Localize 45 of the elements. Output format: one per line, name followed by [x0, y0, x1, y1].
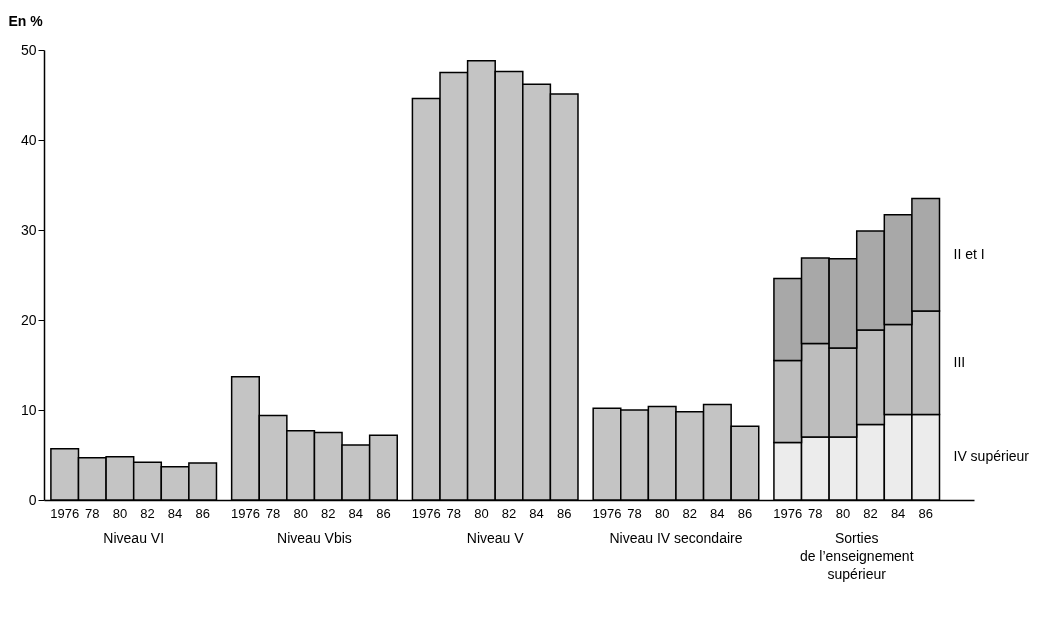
y-tick-label: 50 — [20, 41, 37, 58]
x-tick-label: 78 — [808, 506, 823, 521]
x-tick-label: 80 — [654, 506, 670, 521]
series-label: III — [953, 353, 966, 370]
x-tick-label: 82 — [140, 506, 155, 521]
x-tick-label: 84 — [167, 506, 183, 521]
x-tick-label: 78 — [85, 506, 100, 521]
text: Niveau Vbis — [277, 530, 352, 546]
x-tick-label: 86 — [376, 506, 391, 521]
x-tick-label: 1976 — [773, 506, 803, 521]
x-tick-label: 82 — [863, 506, 878, 521]
x-tick-label: 84 — [348, 506, 364, 521]
x-tick-label: 84 — [710, 506, 725, 521]
x-tick-label: 1976 — [50, 506, 80, 521]
x-tick-label: 80 — [835, 506, 851, 521]
y-tick-label: 30 — [20, 221, 37, 238]
y-tick-label: 40 — [20, 131, 37, 148]
x-tick-label: 84 — [529, 506, 544, 521]
text: Niveau VI — [103, 530, 165, 546]
x-tick-label: 80 — [112, 506, 128, 521]
x-tick-label: 82 — [501, 506, 517, 521]
x-tick-label: 86 — [918, 506, 933, 521]
series-label: IV supérieur — [953, 448, 1030, 465]
x-tick-label: 86 — [556, 506, 572, 521]
x-tick-label: 78 — [265, 506, 281, 521]
text: Niveau V — [466, 530, 525, 546]
x-tick-label: 1976 — [230, 506, 260, 521]
x-tick-label: 80 — [474, 506, 489, 521]
x-tick-label: 84 — [890, 506, 906, 521]
x-tick-label: 78 — [627, 506, 642, 521]
series-label: II et I — [953, 245, 985, 262]
y-tick-label: 20 — [20, 311, 37, 328]
x-tick-label: 1976 — [592, 506, 622, 521]
x-tick-label: 78 — [446, 506, 462, 521]
x-tick-label: 86 — [195, 506, 210, 521]
text: Niveau IV secondaire — [609, 530, 743, 546]
x-tick-label: 82 — [321, 506, 336, 521]
y-axis-title: En % — [8, 12, 44, 29]
x-tick-label: 82 — [682, 506, 697, 521]
y-tick-label: 10 — [20, 401, 37, 418]
x-tick-label: 80 — [293, 506, 308, 521]
text: Sorties de l’enseignement supérieur — [799, 530, 914, 582]
x-tick-label: 86 — [737, 506, 753, 521]
x-tick-label: 1976 — [411, 506, 441, 521]
y-tick-label: 0 — [28, 491, 37, 508]
